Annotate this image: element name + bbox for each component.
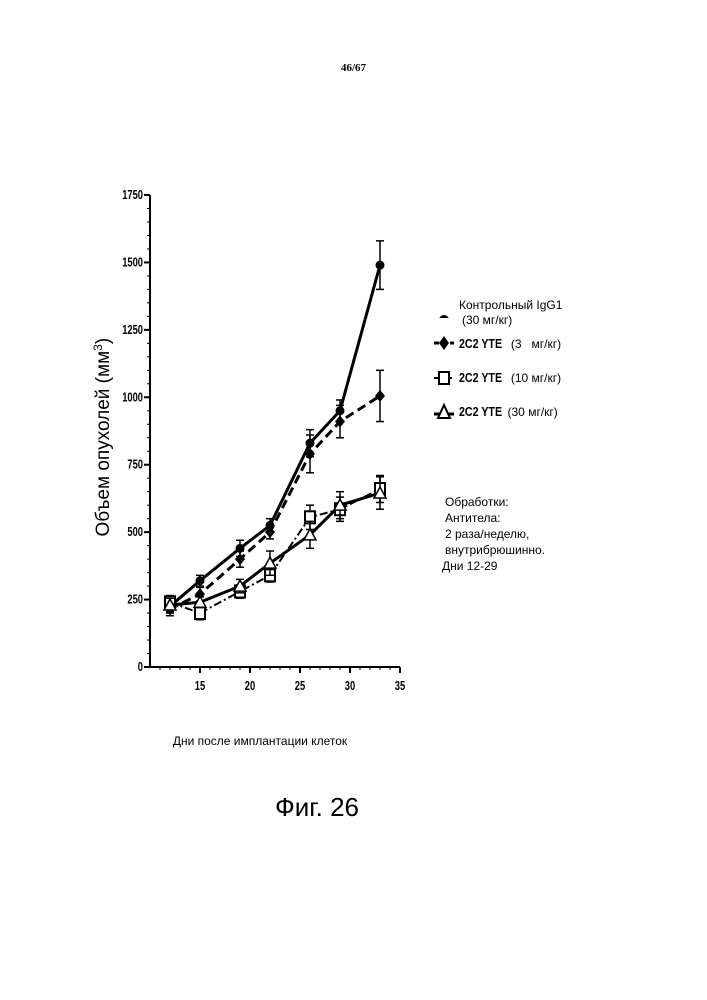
- data-point-diamond: [265, 526, 275, 539]
- y-tick-label: 250: [127, 593, 143, 607]
- legend-label: 2C2 YTE: [459, 404, 503, 419]
- series-line-circle: [169, 264, 382, 608]
- y-tick-label: 1500: [122, 256, 143, 270]
- data-point-diamond: [375, 389, 385, 402]
- treatment-line: 2 раза/неделю,: [445, 527, 530, 541]
- diamond-marker-icon: [434, 336, 454, 350]
- x-tick-label: 35: [395, 680, 405, 694]
- circle-marker-icon: [439, 315, 449, 318]
- data-point-square: [194, 606, 206, 621]
- x-tick-label: 15: [195, 680, 205, 694]
- y-axis-label: Объем опухолей (мм3): [90, 337, 115, 537]
- triangle-marker-icon: [434, 402, 454, 419]
- legend-label: 2C2 YTE: [459, 336, 503, 351]
- data-point-diamond: [305, 447, 315, 460]
- treatment-note: Обработки: Антитела: 2 раза/неделю, внут…: [442, 494, 546, 574]
- data-point-triangle: [162, 597, 178, 611]
- y-tick-label: 1750: [122, 189, 143, 203]
- data-point-diamond: [335, 415, 345, 428]
- data-point-diamond: [235, 553, 245, 566]
- y-tick-label: 750: [127, 458, 143, 472]
- legend-sublabel: (30 мг/кг): [462, 313, 513, 327]
- figure-caption: Фиг. 26: [275, 792, 359, 822]
- y-tick-label: 0: [138, 661, 143, 675]
- data-point-triangle: [262, 555, 278, 569]
- legend-sublabel: (30 мг/кг): [507, 405, 558, 419]
- treatment-line: внутрибрюшинно.: [445, 543, 546, 557]
- legend-sublabel: (10 мг/кг): [510, 371, 562, 385]
- square-marker-icon: [434, 371, 454, 385]
- data-point-circle: [195, 576, 205, 586]
- data-point-circle: [375, 260, 385, 270]
- y-tick-label: 1250: [122, 324, 143, 338]
- data-point-triangle: [332, 497, 348, 511]
- treatment-line: Обработки:: [445, 495, 509, 509]
- data-point-triangle: [232, 578, 248, 592]
- y-tick-label: 500: [127, 526, 143, 540]
- treatment-line: Антитела:: [445, 511, 501, 525]
- data-point-triangle: [302, 527, 318, 541]
- x-tick-label: 20: [245, 680, 255, 694]
- x-tick-label: 30: [345, 680, 355, 694]
- x-axis-label: Дни после имплантации клеток: [172, 734, 348, 748]
- legend-label: Контрольный IgG1: [459, 298, 563, 312]
- legend-sublabel: (3 мг/кг): [510, 337, 562, 351]
- legend-label: 2C2 YTE: [459, 370, 503, 385]
- treatment-line: Дни 12-29: [442, 559, 498, 573]
- data-point-triangle: [372, 485, 388, 499]
- page-number: 46/67: [340, 62, 367, 74]
- x-tick-label: 25: [295, 680, 305, 694]
- y-tick-label: 1000: [122, 391, 143, 405]
- data-point-triangle: [192, 594, 208, 609]
